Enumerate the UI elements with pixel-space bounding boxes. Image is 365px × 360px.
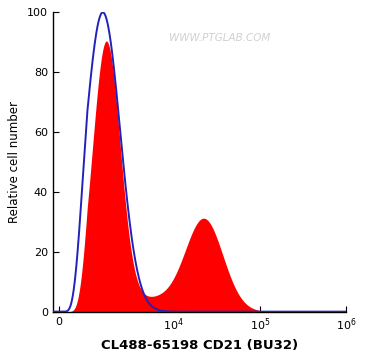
Y-axis label: Relative cell number: Relative cell number — [8, 101, 21, 223]
Text: WWW.PTGLAB.COM: WWW.PTGLAB.COM — [169, 33, 271, 43]
X-axis label: CL488-65198 CD21 (BU32): CL488-65198 CD21 (BU32) — [101, 339, 298, 352]
